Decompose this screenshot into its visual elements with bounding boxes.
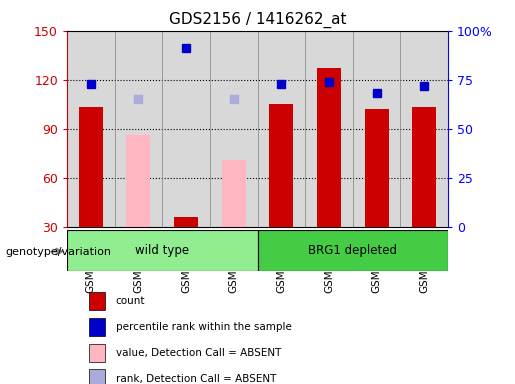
Bar <box>258 31 305 227</box>
Bar <box>413 108 436 227</box>
Text: genotype/variation: genotype/variation <box>5 247 111 257</box>
Bar <box>127 135 150 227</box>
Bar <box>222 160 246 227</box>
Bar <box>89 344 105 362</box>
Bar <box>89 292 105 310</box>
Bar <box>67 230 258 271</box>
Bar <box>317 68 341 227</box>
Bar <box>89 369 105 384</box>
Bar <box>365 109 388 227</box>
Text: count: count <box>115 296 145 306</box>
Bar <box>89 318 105 336</box>
Text: rank, Detection Call = ABSENT: rank, Detection Call = ABSENT <box>115 374 276 384</box>
Text: percentile rank within the sample: percentile rank within the sample <box>115 322 291 332</box>
Text: value, Detection Call = ABSENT: value, Detection Call = ABSENT <box>115 348 281 358</box>
Text: BRG1 depleted: BRG1 depleted <box>308 244 397 257</box>
Bar <box>401 31 448 227</box>
Bar <box>269 104 293 227</box>
Bar <box>114 31 162 227</box>
Bar <box>305 31 353 227</box>
Bar <box>258 230 448 271</box>
Bar <box>162 31 210 227</box>
Bar <box>210 31 258 227</box>
Text: wild type: wild type <box>135 244 190 257</box>
Bar <box>353 31 401 227</box>
Title: GDS2156 / 1416262_at: GDS2156 / 1416262_at <box>169 12 346 28</box>
Bar <box>174 217 198 227</box>
Bar <box>67 31 115 227</box>
Bar <box>79 108 102 227</box>
